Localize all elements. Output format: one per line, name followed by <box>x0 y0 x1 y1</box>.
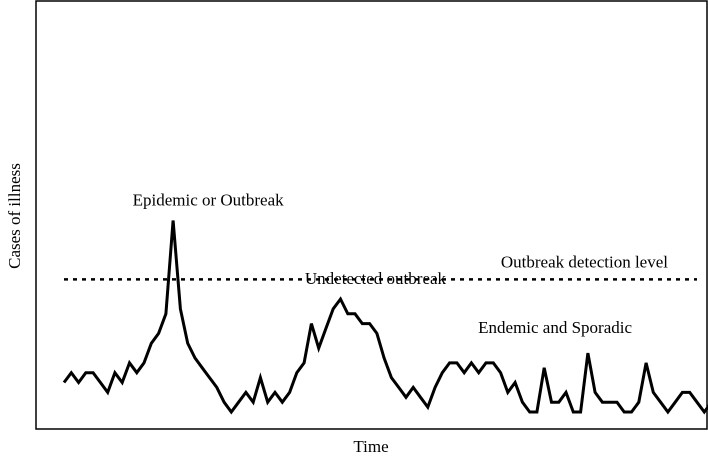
outbreak-detection-label: Outbreak detection level <box>501 252 668 271</box>
plot-frame <box>35 0 708 430</box>
x-axis-label: Time <box>353 437 388 456</box>
annotation-label: Epidemic or Outbreak <box>133 190 285 209</box>
cases-series-line <box>62 220 708 415</box>
y-axis-label: Cases of illness <box>5 163 24 269</box>
annotation-label: Endemic and Sporadic <box>478 318 632 337</box>
annotation-label: Undetected outbreak <box>305 269 447 288</box>
